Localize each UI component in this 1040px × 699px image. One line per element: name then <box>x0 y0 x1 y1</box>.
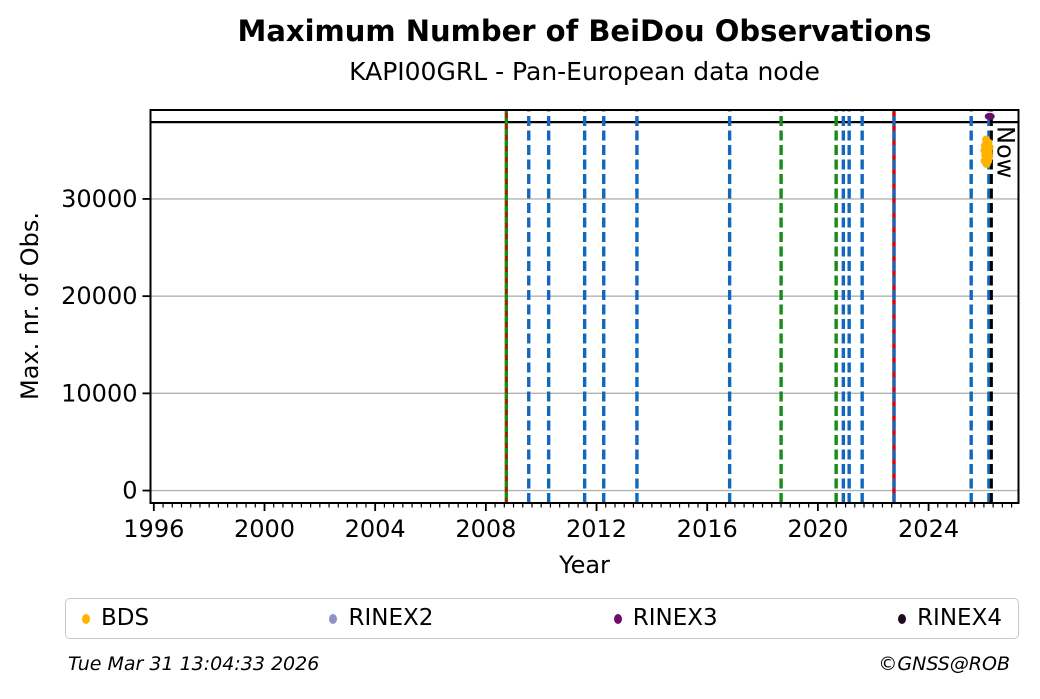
legend-marker-rinex4-icon <box>898 613 907 624</box>
x-tick-label: 1996 <box>123 515 184 543</box>
y-tick-label: 0 <box>122 477 137 505</box>
x-tick-label: 2004 <box>345 515 406 543</box>
x-axis-label: Year <box>559 551 610 579</box>
legend-label: RINEX2 <box>348 605 434 631</box>
x-tick-label: 2000 <box>234 515 295 543</box>
legend-label: BDS <box>101 605 150 631</box>
y-axis-label: Max. nr. of Obs. <box>16 211 44 401</box>
legend-label: RINEX3 <box>632 605 718 631</box>
x-tick-label: 2016 <box>677 515 738 543</box>
chart-title: Maximum Number of BeiDou Observations <box>237 14 932 48</box>
legend-item-rinex4: RINEX4 <box>898 607 1002 630</box>
y-tick-label: 10000 <box>61 379 137 407</box>
legend-item-rinex3: RINEX3 <box>613 605 718 631</box>
y-tick-label: 30000 <box>61 185 137 213</box>
copyright-text: ©GNSS@ROB <box>878 653 1010 675</box>
legend-marker-rinex2-icon <box>329 613 338 624</box>
x-tick-label: 2012 <box>566 515 627 543</box>
legend-label: RINEX4 <box>917 605 1002 631</box>
timestamp-text: Tue Mar 31 13:04:33 2026 <box>68 653 320 675</box>
x-tick-label: 2008 <box>455 515 516 543</box>
legend-item-rinex2: RINEX2 <box>329 607 433 630</box>
point-bds <box>983 156 993 166</box>
y-tick-label: 20000 <box>61 282 137 310</box>
plot-frame <box>149 109 1020 504</box>
point-rinex3 <box>984 112 995 120</box>
chart-subtitle: KAPI00GRL - Pan-European data node <box>349 57 820 86</box>
legend-marker-bds-icon <box>82 613 90 624</box>
x-tick-label: 2020 <box>787 515 848 543</box>
legend-item-bds: BDS <box>82 607 149 630</box>
legend-box: BDS RINEX2 RINEX3 RINEX4 <box>65 598 1019 639</box>
now-label: Now <box>991 126 1019 178</box>
x-tick-label: 2024 <box>898 515 959 543</box>
plot-svg: Now 1996 2000 2004 2008 2012 2016 2020 2024 0 1000… <box>61 109 1020 543</box>
legend-marker-rinex3-icon <box>613 613 622 624</box>
